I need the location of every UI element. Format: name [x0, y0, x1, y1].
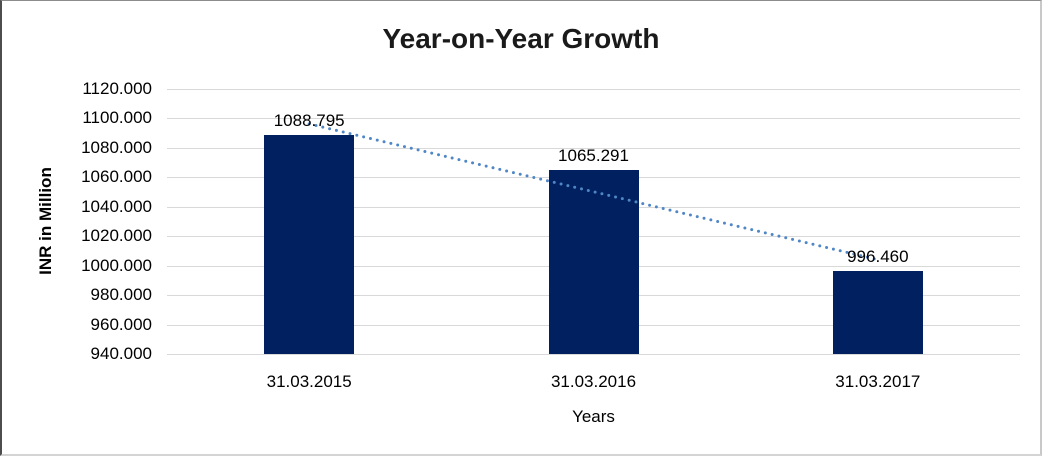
y-tick-label: 1040.000	[81, 196, 152, 216]
bar	[832, 270, 923, 354]
y-tick-label: 1100.000	[82, 108, 152, 128]
y-tick-label: 1080.000	[81, 137, 152, 157]
y-gridline	[167, 354, 1020, 355]
y-tick-label: 980.000	[90, 285, 152, 305]
y-tick-label: 1020.000	[81, 226, 152, 246]
bar-value-label: 1088.795	[273, 110, 345, 130]
x-tick-label: 31.03.2016	[550, 372, 637, 391]
y-gridline	[167, 118, 1020, 120]
x-tick-label: 31.03.2015	[266, 372, 352, 391]
y-gridline	[167, 89, 1020, 90]
y-tick-label: 940.000	[90, 344, 152, 363]
bar-value-label: 1065.291	[558, 145, 629, 165]
x-axis-title: Years	[572, 407, 615, 426]
bar-value-label: 996.460	[847, 246, 909, 266]
bar	[548, 169, 639, 354]
y-tick-label: 1000.000	[81, 255, 152, 275]
bar	[264, 134, 355, 354]
x-tick-label: 31.03.2017	[835, 372, 921, 391]
y-tick-label: 1120.000	[82, 79, 152, 98]
y-tick-label: 1060.000	[81, 167, 152, 187]
y-tick-label: 960.000	[90, 314, 152, 334]
chart-title: Year-on-Year Growth	[382, 23, 660, 54]
